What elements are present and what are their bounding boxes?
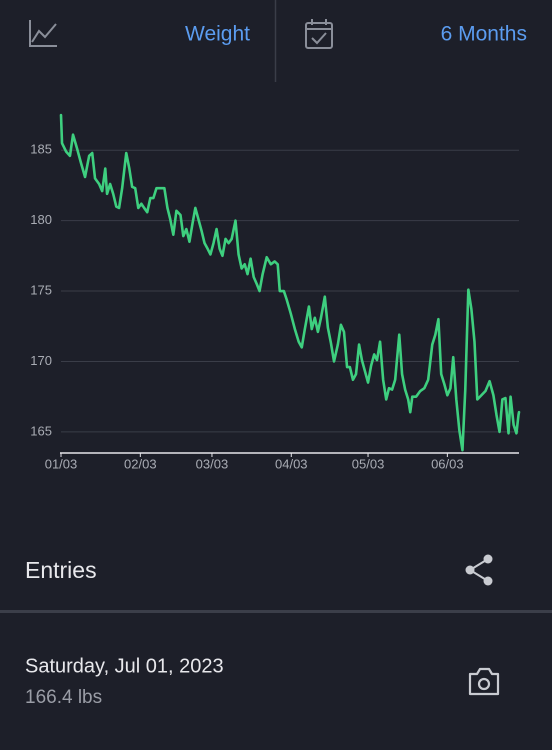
x-tick-label: 04/03 <box>275 456 308 471</box>
period-label: 6 Months <box>441 23 527 46</box>
calendar-icon-detail <box>306 19 332 45</box>
x-tick-label: 05/03 <box>352 456 385 471</box>
entries-title: Entries <box>25 557 97 583</box>
metric-button[interactable]: Weight <box>29 20 250 47</box>
chart-icon <box>29 20 57 47</box>
y-tick-label: 165 <box>30 423 52 438</box>
entry-row[interactable]: Saturday, Jul 01, 2023 166.4 lbs <box>25 655 224 708</box>
entry-date: Saturday, Jul 01, 2023 <box>25 655 224 677</box>
y-tick-label: 175 <box>30 282 52 297</box>
entry-weight: 166.4 lbs <box>25 687 102 708</box>
metric-label: Weight <box>185 23 250 46</box>
x-tick-label: 02/03 <box>124 456 157 471</box>
plot: 165 170 175 180 185 01/03 02/03 03/03 04/03 05/03… <box>30 113 521 471</box>
calendar-icon <box>305 22 333 49</box>
camera-button[interactable] <box>468 667 500 696</box>
y-tick-label: 180 <box>30 212 52 227</box>
x-tick-label: 03/03 <box>196 456 229 471</box>
x-tick-label: 06/03 <box>431 456 464 471</box>
share-icon <box>468 558 489 582</box>
divider <box>0 610 552 613</box>
weight-line <box>59 113 521 452</box>
camera-icon <box>468 667 500 696</box>
y-tick-label: 185 <box>30 142 52 157</box>
x-tick-label: 01/03 <box>45 456 78 471</box>
share-button[interactable] <box>465 554 493 586</box>
camera-icon <box>477 677 491 691</box>
period-button[interactable]: 6 Months <box>305 19 527 49</box>
y-tick-label: 170 <box>30 353 52 368</box>
